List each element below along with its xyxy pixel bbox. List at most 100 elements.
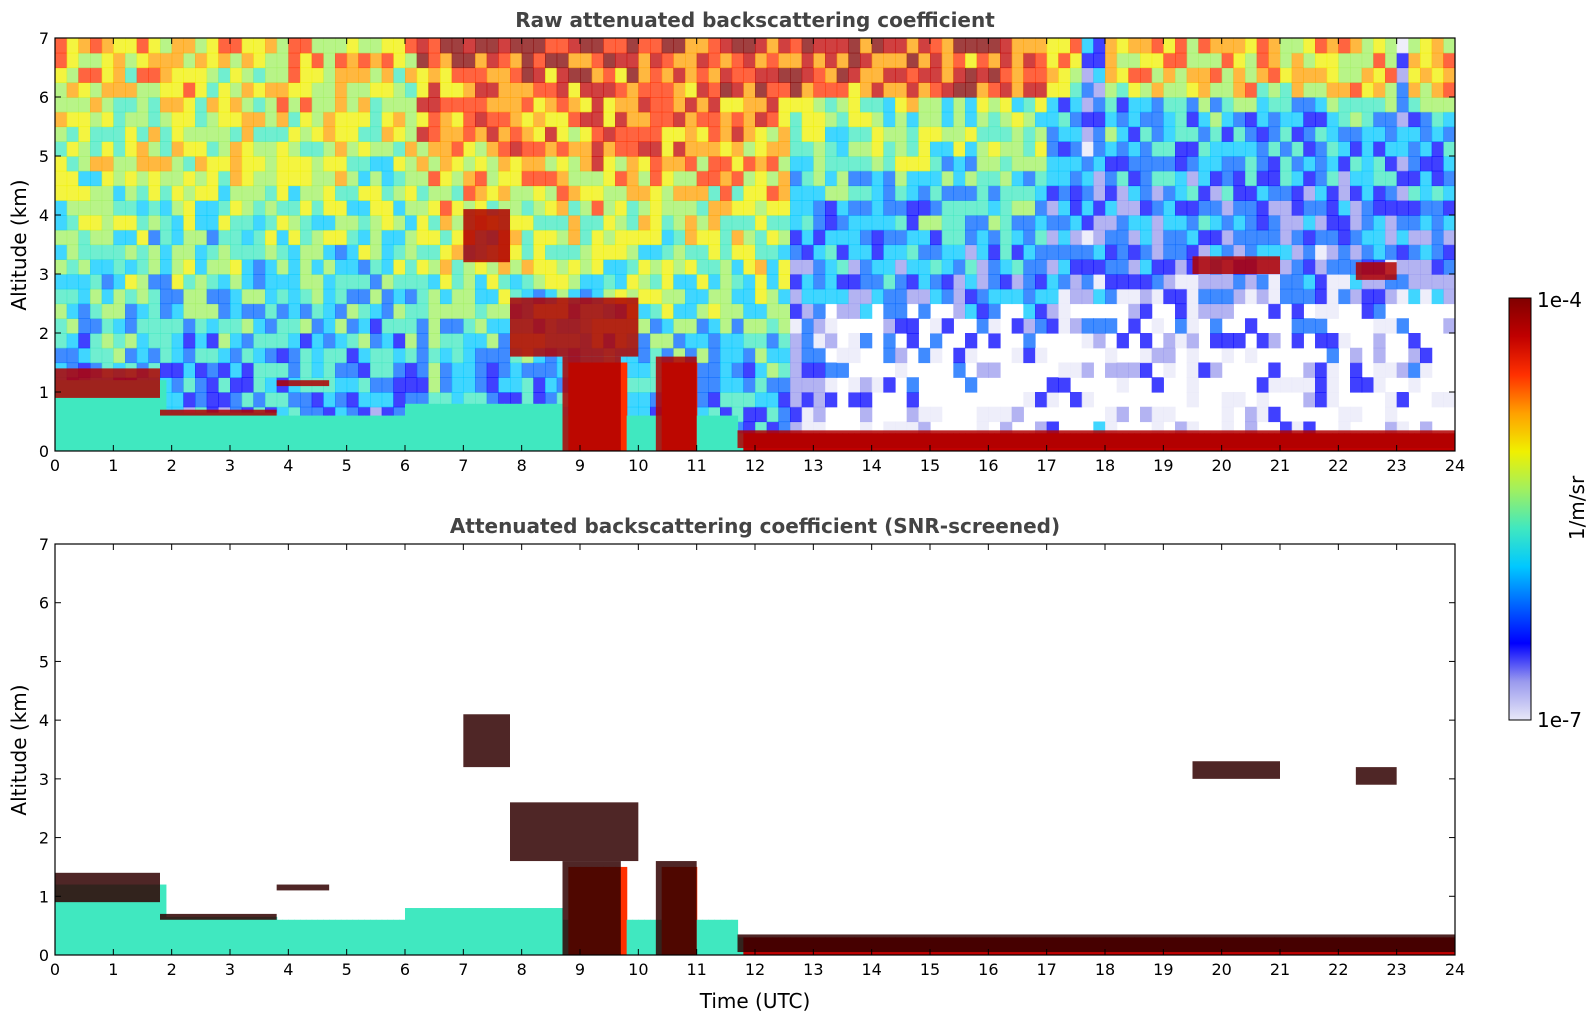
heat-cell — [755, 170, 768, 187]
x-tick-label: 3 — [225, 960, 235, 979]
heat-cell — [1105, 288, 1118, 305]
heat-cell — [766, 82, 779, 98]
heat-cell — [708, 347, 721, 364]
heat-cell — [270, 412, 278, 451]
heat-cell — [393, 244, 406, 260]
heat-cell — [545, 244, 558, 260]
heat-cell — [848, 244, 861, 260]
heat-cell — [265, 126, 278, 142]
heat-cell — [778, 303, 791, 319]
heat-cell — [1198, 362, 1211, 378]
heat-cell — [1245, 244, 1258, 260]
heat-cell — [1443, 185, 1455, 201]
heat-cell — [533, 392, 546, 408]
heat-cell — [860, 244, 873, 260]
heat-cell — [603, 274, 616, 290]
heat-cell — [1081, 362, 1094, 378]
heat-cell — [1233, 170, 1246, 187]
heat-cell — [486, 392, 499, 408]
heat-cell — [428, 229, 441, 246]
heat-cell — [270, 916, 278, 955]
heat-cell — [428, 244, 441, 260]
heat-cell — [1140, 244, 1153, 260]
heat-cell — [568, 67, 581, 83]
heat-cell — [1291, 111, 1304, 128]
heat-cell — [346, 274, 359, 290]
heat-cell — [311, 229, 324, 246]
heat-cell — [580, 200, 593, 216]
heat-cell — [1291, 274, 1304, 290]
heat-cell — [895, 82, 908, 98]
heat-cell — [790, 215, 803, 231]
heat-cell — [136, 126, 149, 142]
heat-cell — [101, 52, 114, 69]
heat-cell — [1175, 244, 1188, 260]
heat-cell — [1035, 274, 1048, 290]
heat-cell — [731, 97, 744, 113]
heat-cell — [1151, 259, 1164, 275]
heat-cell — [696, 126, 709, 142]
heat-cell — [1186, 377, 1199, 393]
heat-cell — [1431, 97, 1444, 113]
heat-cell — [1116, 185, 1129, 201]
heat-cell — [778, 215, 791, 231]
heat-cell — [463, 259, 476, 275]
heat-cell — [66, 215, 79, 231]
heat-cell — [1175, 200, 1188, 216]
heat-cell — [253, 215, 266, 231]
heat-cell — [247, 916, 254, 955]
heat-cell — [1140, 52, 1153, 69]
heat-cell — [527, 908, 534, 955]
heat-cell — [1233, 215, 1246, 231]
heat-cell — [930, 200, 943, 216]
heat-cell — [685, 156, 698, 172]
heat-cell — [836, 200, 849, 216]
heat-cell — [918, 274, 931, 290]
heat-cell — [475, 392, 488, 408]
heat-cell — [265, 111, 278, 128]
heat-cell — [381, 347, 394, 364]
heat-cell — [428, 333, 441, 349]
heat-cell — [790, 141, 803, 157]
heat-cell — [685, 244, 698, 260]
heat-cell — [55, 347, 68, 364]
heat-cell — [1373, 303, 1386, 319]
heat-cell — [615, 67, 628, 83]
heat-cell — [591, 259, 604, 275]
heat-cell — [335, 38, 348, 54]
heat-cell — [1326, 229, 1339, 246]
heat-cell — [253, 274, 266, 290]
cloud-feature — [510, 297, 639, 357]
heat-cell — [708, 111, 721, 128]
heat-cell — [626, 377, 639, 393]
heat-cell — [591, 274, 604, 290]
heat-cell — [1408, 362, 1421, 378]
heat-cell — [714, 415, 721, 451]
heat-cell — [860, 259, 873, 275]
heat-cell — [78, 259, 91, 275]
heat-cell — [160, 170, 173, 187]
y-tick-label: 1 — [39, 383, 49, 402]
heat-cell — [1280, 97, 1293, 113]
heat-cell — [311, 52, 324, 69]
cloud-feature — [562, 356, 621, 451]
heat-cell — [790, 126, 803, 142]
heat-cell — [673, 82, 686, 98]
heat-cell — [136, 215, 149, 231]
heat-cell — [1163, 97, 1176, 113]
heat-cell — [1093, 185, 1106, 201]
heat-cell — [1408, 288, 1421, 305]
heat-cell — [1245, 156, 1258, 172]
y-tick-label: 3 — [39, 770, 49, 789]
heat-cell — [1431, 126, 1444, 142]
heat-cell — [790, 156, 803, 172]
heat-cell — [428, 403, 435, 451]
heat-cell — [871, 156, 884, 172]
heat-cell — [218, 126, 231, 142]
heat-cell — [276, 67, 289, 83]
heat-cell — [778, 347, 791, 364]
heat-cell — [708, 392, 721, 408]
heat-cell — [78, 38, 91, 54]
heat-cell — [615, 229, 628, 246]
